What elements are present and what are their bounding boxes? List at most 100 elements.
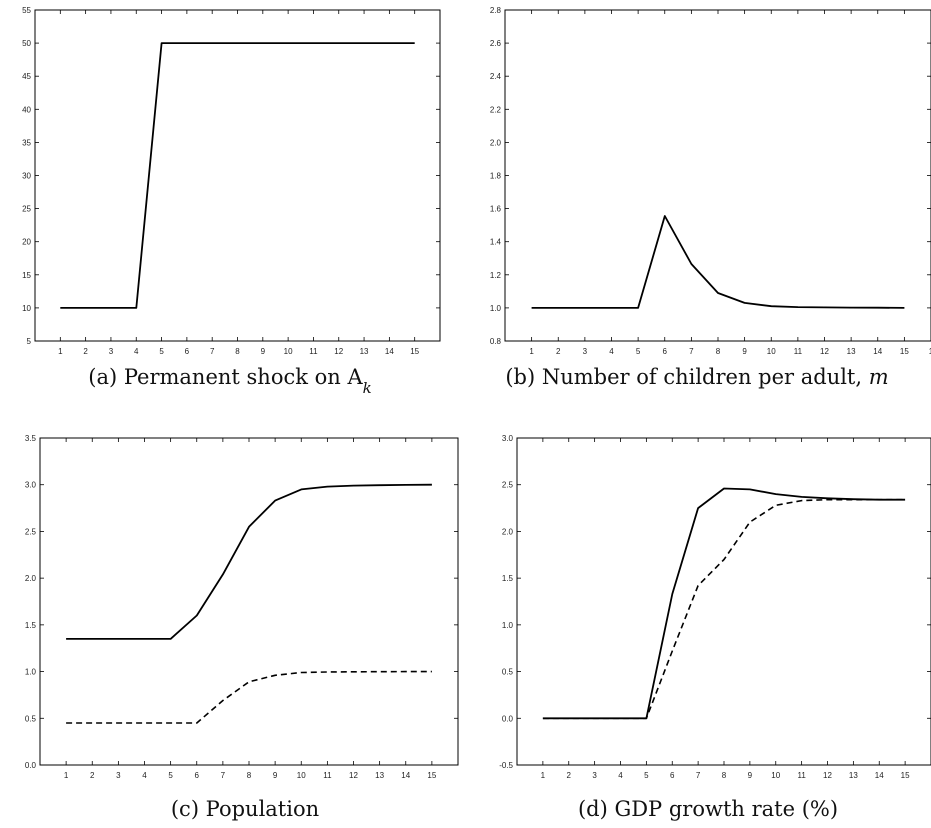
series-line-c-dashed: [66, 670, 432, 724]
plot-frame-d: [516, 437, 931, 766]
y-tick-label-d-3: 1.0: [502, 621, 514, 630]
x-tick-label-b-1: 2: [556, 347, 561, 356]
x-tick-label-c-13: 14: [401, 771, 410, 780]
x-tick-label-c-9: 10: [297, 771, 306, 780]
y-tick-label-c-0: 0.0: [25, 761, 37, 770]
y-tick-label-a-1: 10: [22, 304, 31, 313]
x-tick-label-c-0: 1: [64, 771, 69, 780]
y-tick-label-c-4: 2.0: [25, 574, 37, 583]
caption-b: (b) Number of children per adult, m: [505, 365, 888, 389]
x-tick-label-b-6: 7: [689, 347, 694, 356]
y-tick-label-a-7: 40: [22, 105, 31, 114]
x-tick-label-b-2: 3: [583, 347, 588, 356]
x-tick-label-d-12: 13: [849, 771, 858, 780]
y-tick-label-c-2: 1.0: [25, 668, 37, 677]
x-tick-label-a-6: 7: [210, 347, 215, 356]
x-tick-label-a-12: 13: [360, 347, 369, 356]
plot-frame-c: [39, 437, 459, 766]
y-tick-label-a-9: 50: [22, 39, 31, 48]
x-tick-label-d-14: 15: [901, 771, 910, 780]
y-tick-label-a-5: 30: [22, 172, 31, 181]
y-tick-label-a-10: 55: [22, 6, 31, 15]
series-line-b-solid: [531, 215, 905, 309]
y-tick-label-b-0: 0.8: [490, 337, 502, 346]
y-tick-label-b-4: 1.6: [490, 205, 502, 214]
x-tick-label-a-5: 6: [185, 347, 190, 356]
y-tick-label-c-1: 0.5: [25, 714, 37, 723]
panel-b: 0.81.01.21.41.61.82.02.22.42.62.81 2 3 4 5 6 7…: [490, 6, 931, 356]
y-tick-label-c-7: 3.5: [25, 434, 37, 443]
y-tick-label-d-6: 2.5: [502, 481, 514, 490]
y-tick-label-b-10: 2.8: [490, 6, 502, 15]
x-tick-label-a-8: 9: [261, 347, 266, 356]
x-tick-label-c-14: 15: [427, 771, 436, 780]
x-tick-label-b-0: 1: [529, 347, 534, 356]
y-tick-label-b-5: 1.8: [490, 172, 502, 181]
x-tick-label-d-5: 6: [670, 771, 675, 780]
x-tick-label-c-3: 4: [142, 771, 147, 780]
x-tick-label-b-11: 12: [820, 347, 829, 356]
x-tick-label-d-1: 2: [567, 771, 572, 780]
plot-frame-a: [34, 9, 441, 342]
y-tick-label-b-6: 2.0: [490, 138, 502, 147]
y-tick-label-d-1: 0.0: [502, 714, 514, 723]
series-line-d-dashed: [542, 498, 906, 720]
y-tick-label-c-6: 3.0: [25, 481, 37, 490]
y-tick-label-a-2: 15: [22, 271, 31, 280]
panel-d: -0.50.00.51.01.52.02.53.01 2 3 4 5 6 7 8 9 10 11 12…: [499, 434, 931, 780]
caption-a: (a) Permanent shock on Ak: [88, 365, 371, 397]
x-tick-label-a-7: 8: [235, 347, 240, 356]
y-tick-label-a-6: 35: [22, 138, 31, 147]
x-tick-label-a-1: 2: [83, 347, 88, 356]
y-tick-label-d-4: 1.5: [502, 574, 514, 583]
x-tick-label-b-15: 1: [929, 347, 931, 356]
x-tick-label-b-12: 13: [847, 347, 856, 356]
x-tick-label-c-11: 12: [349, 771, 358, 780]
x-tick-label-d-7: 8: [722, 771, 727, 780]
x-tick-label-c-5: 6: [195, 771, 200, 780]
y-tick-label-c-3: 1.5: [25, 621, 37, 630]
x-tick-label-b-4: 5: [636, 347, 641, 356]
x-tick-label-d-10: 11: [797, 771, 806, 780]
x-tick-label-d-2: 3: [592, 771, 597, 780]
x-tick-label-b-9: 10: [767, 347, 776, 356]
x-tick-label-c-6: 7: [221, 771, 226, 780]
x-tick-label-a-4: 5: [159, 347, 164, 356]
x-tick-label-d-0: 1: [541, 771, 546, 780]
x-tick-label-c-4: 5: [168, 771, 173, 780]
x-tick-label-c-10: 11: [323, 771, 332, 780]
x-tick-label-a-11: 12: [334, 347, 343, 356]
y-tick-label-a-8: 45: [22, 72, 31, 81]
y-tick-label-b-7: 2.2: [490, 105, 502, 114]
y-tick-label-b-8: 2.4: [490, 72, 502, 81]
series-line-d-solid: [542, 487, 906, 720]
x-tick-label-b-3: 4: [609, 347, 614, 356]
x-tick-label-d-11: 12: [823, 771, 832, 780]
y-tick-label-c-5: 2.5: [25, 527, 37, 536]
series-line-c-solid: [66, 483, 432, 640]
y-tick-label-a-4: 25: [22, 205, 31, 214]
plot-frame-b: [504, 9, 931, 342]
x-tick-label-a-10: 11: [309, 347, 318, 356]
x-tick-label-d-8: 9: [748, 771, 753, 780]
x-tick-label-a-13: 14: [385, 347, 394, 356]
y-tick-label-d-2: 0.5: [502, 668, 514, 677]
x-tick-label-d-3: 4: [618, 771, 623, 780]
x-tick-label-d-13: 14: [875, 771, 884, 780]
x-tick-label-a-0: 1: [58, 347, 63, 356]
x-tick-label-b-5: 6: [663, 347, 668, 356]
y-tick-label-b-2: 1.2: [490, 271, 502, 280]
x-tick-label-d-6: 7: [696, 771, 701, 780]
x-tick-label-b-8: 9: [742, 347, 747, 356]
y-tick-label-b-1: 1.0: [490, 304, 502, 313]
y-tick-label-b-3: 1.4: [490, 238, 502, 247]
x-tick-label-c-2: 3: [116, 771, 121, 780]
x-tick-label-b-10: 11: [794, 347, 803, 356]
y-tick-label-a-3: 20: [22, 238, 31, 247]
x-tick-label-a-2: 3: [109, 347, 114, 356]
caption-c: (c) Population: [171, 797, 319, 821]
x-tick-label-b-14: 15: [900, 347, 909, 356]
x-tick-label-d-9: 10: [771, 771, 780, 780]
